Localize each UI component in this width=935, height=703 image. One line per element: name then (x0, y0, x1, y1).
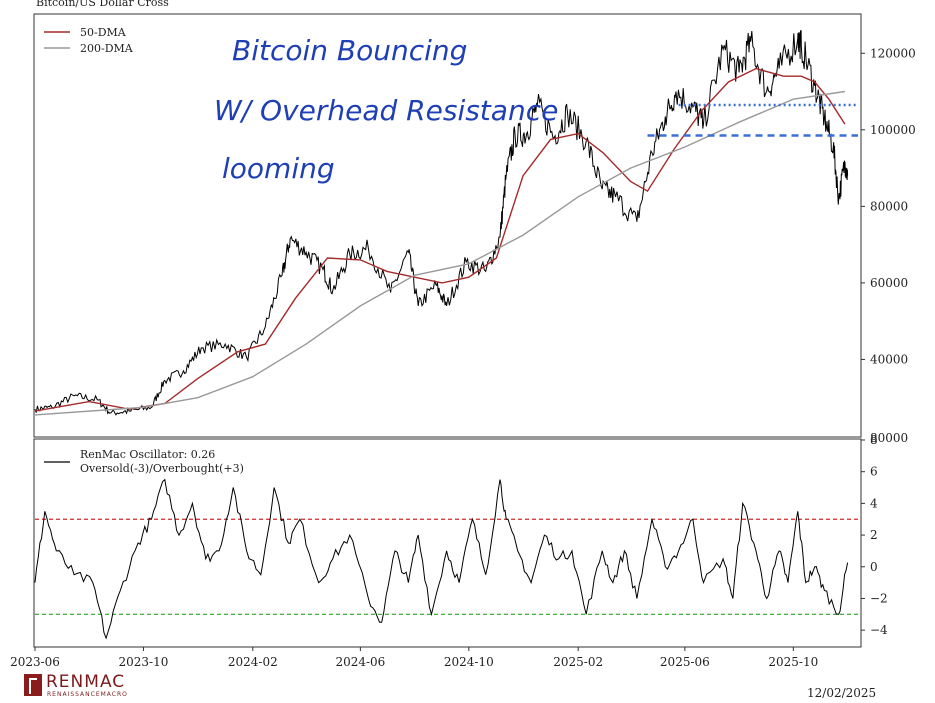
osc-y-tick-label: 8 (870, 433, 878, 447)
handwritten-annotation: Bitcoin Bouncing W/ Overhead Resistance … (214, 34, 558, 185)
x-tick-label: 2024-06 (335, 655, 385, 669)
x-tick-label: 2025-06 (660, 655, 710, 669)
annotation-line-2: W/ Overhead Resistance (214, 94, 558, 127)
renmac-logo: RENMAC RENAISSANCEMACRO (24, 672, 154, 700)
oscillator-plot (34, 478, 860, 640)
oscillator-series-line (34, 478, 849, 640)
dma50-series-line (34, 67, 846, 412)
osc-y-tick-label: 6 (870, 465, 878, 479)
legend-50dma-label: 50-DMA (80, 26, 127, 39)
price-y-tick-label: 120000 (870, 46, 916, 60)
price-series-line (34, 30, 849, 416)
x-tick-label: 2024-02 (228, 655, 278, 669)
osc-y-tick-label: −2 (870, 591, 888, 605)
price-y-tick-label: 80000 (870, 199, 908, 213)
osc-y-tick-label: 2 (870, 528, 878, 542)
legend-200dma-label: 200-DMA (80, 42, 134, 55)
price-y-tick-label: 100000 (870, 123, 916, 137)
price-y-tick-label: 60000 (870, 276, 908, 290)
annotation-line-1: Bitcoin Bouncing (232, 34, 467, 67)
annotation-line-3: looming (222, 152, 335, 185)
price-panel-frame (33, 13, 862, 438)
legend-oscillator-label: RenMac Oscillator: 0.26 (80, 448, 215, 461)
price-legend: 50-DMA 200-DMA (44, 26, 134, 55)
logo-brand: RENMAC (46, 672, 126, 692)
logo-brand-sub: RENAISSANCEMACRO (47, 691, 128, 698)
dma200-series-line (34, 90, 846, 416)
chart-title: Bitcoin/US Dollar Cross (36, 0, 169, 9)
legend-band-label: Oversold(-3)/Overbought(+3) (80, 462, 244, 475)
x-tick-label: 2025-10 (768, 655, 818, 669)
axes: 1200001000008000060000400008000086420−2−… (10, 46, 916, 669)
osc-y-tick-label: −4 (870, 623, 888, 637)
report-date: 12/02/2025 (807, 686, 877, 700)
x-tick-label: 2023-10 (119, 655, 169, 669)
renmac-logo-mark-icon (24, 674, 42, 696)
price-plot (34, 30, 858, 416)
osc-y-tick-label: 4 (870, 496, 878, 510)
osc-y-tick-label: 0 (870, 560, 878, 574)
oscillator-legend: RenMac Oscillator: 0.26 Oversold(-3)/Ove… (44, 448, 244, 475)
x-tick-label: 2025-02 (553, 655, 603, 669)
oscillator-panel-frame (33, 438, 862, 648)
price-y-tick-label: 40000 (870, 352, 908, 366)
x-tick-label: 2023-06 (10, 655, 60, 669)
price-y-bottom-label: 80000 (870, 431, 908, 445)
x-tick-label: 2024-10 (444, 655, 494, 669)
